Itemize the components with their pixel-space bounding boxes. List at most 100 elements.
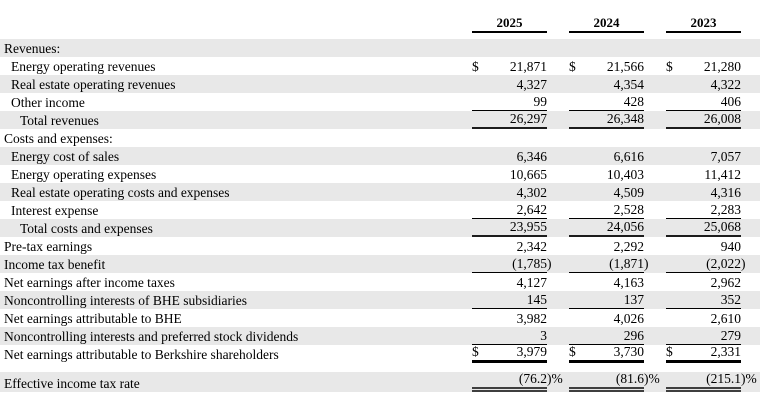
cell-value: 2,528 xyxy=(613,202,644,217)
table-row: Net earnings after income taxes 4,127 4,16… xyxy=(0,273,760,291)
value-cell-2024: 6,616 xyxy=(569,148,644,165)
cell-value: 4,163 xyxy=(613,275,644,290)
row-label: Energy cost of sales xyxy=(11,149,120,164)
value-cell-2025: (76.2)% xyxy=(472,370,563,392)
cell-value-suffix: ) xyxy=(741,256,746,271)
cell-value: 3,979 xyxy=(516,344,547,359)
cell-value: (76.2)% xyxy=(518,371,563,386)
cell-value: 7,057 xyxy=(710,149,741,164)
cell-value: 2,610 xyxy=(710,311,741,326)
column-header-2023: 2023 xyxy=(666,14,741,33)
cell-value: 24,056 xyxy=(606,219,644,234)
value-cell-2024: $21,566 xyxy=(569,58,644,75)
cell-value: 4,302 xyxy=(516,185,547,200)
row-label: Net earnings attributable to BHE xyxy=(4,311,182,326)
cell-value: 4,127 xyxy=(516,275,547,290)
cell-value-suffix: )% xyxy=(547,371,563,386)
cell-value: 99 xyxy=(533,94,548,109)
row-label: Interest expense xyxy=(11,203,99,218)
cell-value: 26,297 xyxy=(509,111,547,126)
cell-value: 3 xyxy=(540,328,547,343)
value-cell-2023: 7,057 xyxy=(666,148,741,165)
value-cell-2024: 26,348 xyxy=(569,110,644,129)
value-cell-2025: $21,871 xyxy=(472,58,547,75)
cell-value: 6,346 xyxy=(516,149,547,164)
cell-value: (81.6)% xyxy=(615,371,660,386)
value-cell-2023: $21,280 xyxy=(666,58,741,75)
value-cell-2025: 10,665 xyxy=(472,166,547,183)
table-row: Total revenues 26,297 26,348 26,008 xyxy=(0,111,760,129)
cell-value: 2,292 xyxy=(613,239,644,254)
currency-symbol: $ xyxy=(569,344,576,359)
value-cell-2024: 428 xyxy=(569,93,644,111)
value-cell-2024: 4,509 xyxy=(569,184,644,201)
currency-symbol: $ xyxy=(472,59,479,74)
row-label: Other income xyxy=(11,95,85,110)
value-cell-2024: 296 xyxy=(569,327,644,345)
value-cell-2023: 406 xyxy=(666,93,741,111)
table-body: Revenues: Energy operating revenues $21,87… xyxy=(0,39,760,392)
cell-value: 4,327 xyxy=(516,77,547,92)
value-cell-2023: 279 xyxy=(666,327,741,345)
cell-value: 11,412 xyxy=(704,167,741,182)
cell-value-suffix: )% xyxy=(741,371,757,386)
value-cell-2024: (1,871) xyxy=(569,255,649,273)
value-cell-2024: 10,403 xyxy=(569,166,644,183)
cell-value: 21,566 xyxy=(606,59,644,74)
row-label: Total costs and expenses xyxy=(20,221,153,236)
cell-value: 296 xyxy=(623,328,644,343)
cell-value: 21,280 xyxy=(703,59,741,74)
cell-value-suffix: ) xyxy=(547,256,552,271)
table-row: Income tax benefit (1,785) (1,871) (2,022) xyxy=(0,255,760,273)
value-cell-2023: 25,068 xyxy=(666,218,741,237)
cell-value: 25,068 xyxy=(703,219,741,234)
currency-symbol: $ xyxy=(472,344,479,359)
value-cell-2025: 3 xyxy=(472,327,547,345)
table-row: Other income 99 428 406 xyxy=(0,93,760,111)
cell-value: 4,354 xyxy=(613,77,644,92)
table-row: Energy cost of sales 6,346 6,616 7,057 xyxy=(0,147,760,165)
table-row: Total costs and expenses 23,955 24,056 25,0… xyxy=(0,219,760,237)
cell-value: 2,342 xyxy=(516,239,547,254)
cell-value: 279 xyxy=(720,328,741,343)
value-cell-2024: 4,026 xyxy=(569,310,644,327)
column-header-2024: 2024 xyxy=(569,14,644,33)
value-cell-2024: (81.6)% xyxy=(569,370,660,392)
table-row: Net earnings attributable to Berkshire s… xyxy=(0,343,760,363)
cell-value: 2,283 xyxy=(710,202,741,217)
cell-value: 10,403 xyxy=(606,167,644,182)
value-cell-2023: 940 xyxy=(666,238,741,255)
currency-symbol: $ xyxy=(666,59,673,74)
cell-value: (1,871) xyxy=(609,256,649,271)
column-header-2025: 2025 xyxy=(472,14,547,33)
cell-value: 428 xyxy=(623,94,644,109)
value-cell-2025: 145 xyxy=(472,291,547,309)
value-cell-2025: (1,785) xyxy=(472,255,552,273)
row-label: Energy operating expenses xyxy=(11,167,157,182)
currency-symbol: $ xyxy=(666,344,673,359)
table-row: Net earnings attributable to BHE 3,982 4,0… xyxy=(0,309,760,327)
row-label: Real estate operating revenues xyxy=(11,77,176,92)
value-cell-2024: 24,056 xyxy=(569,218,644,237)
row-label: Pre-tax earnings xyxy=(4,239,93,254)
cell-value: 352 xyxy=(720,292,741,307)
table-row: Effective income tax rate (76.2)% (81.6)% (… xyxy=(0,370,760,392)
table-row: Energy operating revenues $21,871 $21,566 $… xyxy=(0,57,760,75)
value-cell-2023: 2,610 xyxy=(666,310,741,327)
value-cell-2025: 2,342 xyxy=(472,238,547,255)
cell-value: 2,331 xyxy=(710,344,741,359)
table-row: Interest expense 2,642 2,528 2,283 xyxy=(0,201,760,219)
row-label: Income tax benefit xyxy=(4,257,106,272)
value-cell-2025: 23,955 xyxy=(472,218,547,237)
value-cell-2024: 2,292 xyxy=(569,238,644,255)
value-cell-2023: (2,022) xyxy=(666,255,746,273)
cell-value-suffix: )% xyxy=(644,371,660,386)
cell-value: 23,955 xyxy=(509,219,547,234)
row-label: Net earnings attributable to Berkshire s… xyxy=(4,347,279,362)
cell-value: 3,730 xyxy=(613,344,644,359)
cell-value: 406 xyxy=(720,94,741,109)
cell-value: (215.1)% xyxy=(706,371,757,386)
value-cell-2025: $3,979 xyxy=(472,343,547,363)
value-cell-2023: (215.1)% xyxy=(666,370,757,392)
row-label: Noncontrolling interests of BHE subsidia… xyxy=(4,293,247,308)
